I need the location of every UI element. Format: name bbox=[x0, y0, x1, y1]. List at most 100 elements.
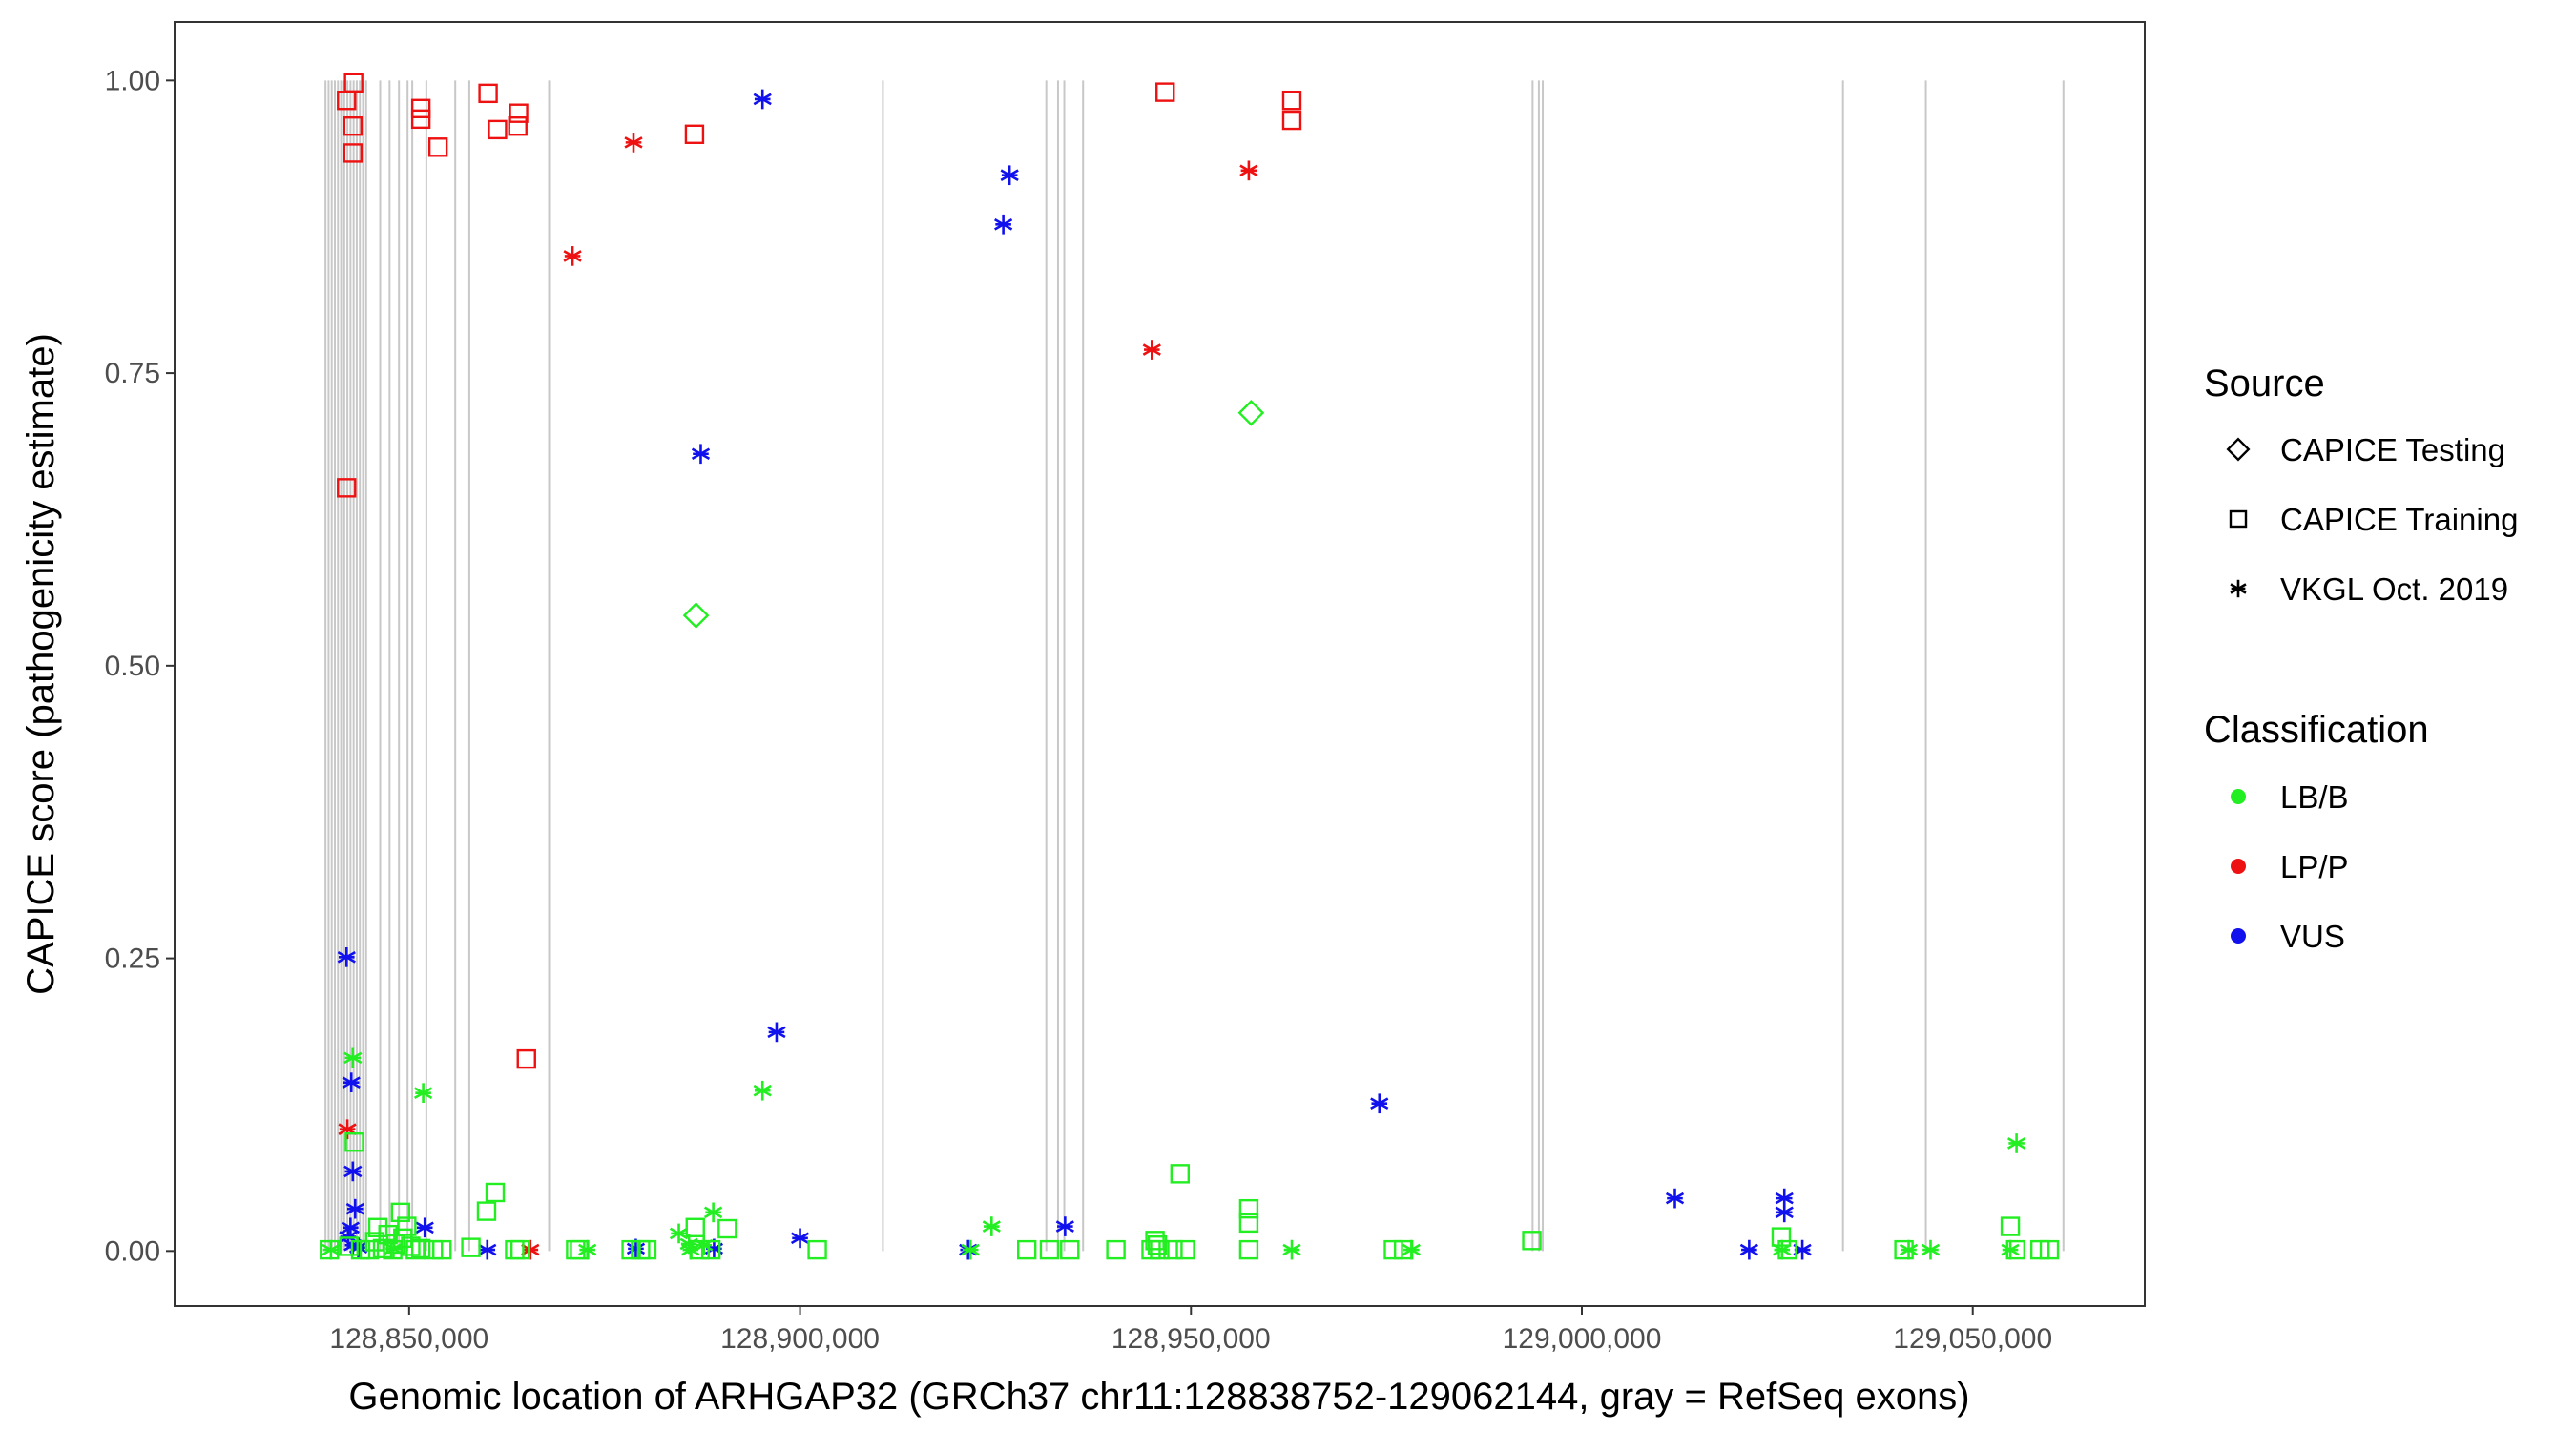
square-marker bbox=[320, 1239, 340, 1260]
square-marker bbox=[1238, 1239, 1259, 1260]
legend-source-label: VKGL Oct. 2019 bbox=[2280, 571, 2508, 607]
data-point bbox=[1106, 1239, 1126, 1260]
data-point bbox=[691, 444, 711, 465]
square-marker bbox=[410, 109, 431, 130]
data-point bbox=[684, 124, 705, 144]
data-point bbox=[1155, 82, 1175, 102]
data-point bbox=[343, 73, 364, 93]
square-marker bbox=[2000, 1216, 2021, 1236]
data-point bbox=[367, 1217, 388, 1237]
data-point bbox=[505, 1239, 525, 1260]
square-marker bbox=[478, 83, 498, 104]
data-point bbox=[669, 1223, 689, 1244]
x-axis-title: Genomic location of ARHGAP32 (GRCh37 chr… bbox=[348, 1376, 1969, 1418]
data-point bbox=[570, 1239, 590, 1260]
square-marker bbox=[1147, 1234, 1168, 1255]
square-marker bbox=[385, 1234, 406, 1255]
square-marker bbox=[1281, 91, 1302, 111]
legend-color-dot bbox=[2231, 859, 2246, 874]
data-point bbox=[516, 1048, 536, 1069]
diamond-marker bbox=[682, 602, 710, 629]
square-marker bbox=[367, 1217, 388, 1237]
square-marker bbox=[570, 1239, 590, 1260]
x-tick-label: 128,950,000 bbox=[1111, 1323, 1271, 1355]
y-tick-label: 1.00 bbox=[105, 65, 160, 96]
square-marker bbox=[372, 1238, 393, 1259]
data-point bbox=[703, 1202, 723, 1223]
data-point bbox=[2006, 1133, 2026, 1153]
exon-lines bbox=[324, 80, 2065, 1252]
data-point bbox=[690, 1239, 710, 1260]
data-point bbox=[717, 1218, 737, 1239]
data-point bbox=[337, 947, 356, 967]
data-point bbox=[521, 1239, 540, 1260]
square-marker bbox=[337, 478, 357, 498]
data-point bbox=[509, 103, 529, 123]
data-point bbox=[401, 1236, 421, 1256]
square-marker bbox=[700, 1239, 721, 1260]
square-marker bbox=[427, 137, 448, 157]
data-point bbox=[320, 1239, 340, 1260]
data-point bbox=[1899, 1239, 1919, 1260]
square-marker bbox=[344, 1132, 364, 1152]
y-tick-label: 0.75 bbox=[105, 358, 160, 389]
diamond-marker bbox=[1237, 399, 1265, 426]
data-point bbox=[1060, 1239, 1080, 1260]
data-point bbox=[1281, 110, 1302, 131]
data-point bbox=[1281, 91, 1302, 111]
legend-classification-label: VUS bbox=[2280, 919, 2345, 954]
square-marker bbox=[690, 1239, 710, 1260]
square-marker bbox=[509, 103, 529, 123]
square-marker bbox=[684, 124, 705, 144]
data-point bbox=[1147, 1234, 1168, 1255]
square-marker bbox=[1238, 1198, 1259, 1219]
square-marker bbox=[1150, 1239, 1170, 1260]
data-point bbox=[432, 1239, 452, 1260]
data-point bbox=[1039, 1239, 1060, 1260]
data-point bbox=[2039, 1239, 2060, 1260]
square-marker bbox=[509, 1239, 530, 1260]
data-points bbox=[320, 73, 2060, 1260]
square-marker bbox=[343, 143, 364, 163]
data-point bbox=[413, 1083, 433, 1104]
data-point bbox=[682, 602, 710, 629]
square-marker bbox=[505, 1239, 525, 1260]
data-point bbox=[1773, 1239, 1792, 1260]
data-point bbox=[488, 119, 508, 140]
square-marker bbox=[1106, 1239, 1126, 1260]
data-point bbox=[385, 1234, 406, 1255]
legend-color-dot bbox=[2231, 928, 2246, 944]
square-marker bbox=[1060, 1239, 1080, 1260]
square-marker bbox=[410, 1238, 431, 1259]
square-marker bbox=[485, 1182, 506, 1203]
data-point bbox=[1000, 165, 1019, 186]
data-point bbox=[1393, 1239, 1414, 1260]
y-tick-label: 0.00 bbox=[105, 1235, 160, 1267]
square-marker bbox=[1281, 110, 1302, 131]
y-axis-title: CAPICE score (pathogenicity estimate) bbox=[20, 333, 62, 995]
data-point bbox=[1282, 1239, 1301, 1260]
square-marker bbox=[1522, 1231, 1542, 1251]
data-point bbox=[343, 143, 364, 163]
data-point bbox=[1665, 1188, 1685, 1209]
x-axis: 128,850,000 128,900,000 128,950,000 129,000… bbox=[329, 1306, 2052, 1355]
square-marker bbox=[717, 1218, 737, 1239]
data-point bbox=[2005, 1239, 2025, 1260]
data-point bbox=[1150, 1239, 1170, 1260]
square-marker bbox=[2039, 1239, 2060, 1260]
data-point bbox=[1383, 1239, 1403, 1260]
square-marker bbox=[1383, 1239, 1403, 1260]
square-marker bbox=[343, 73, 364, 93]
data-point bbox=[390, 1202, 411, 1223]
square-marker bbox=[2005, 1239, 2025, 1260]
legend-source-label: CAPICE Testing bbox=[2280, 432, 2505, 467]
square-marker bbox=[1393, 1239, 1414, 1260]
data-point bbox=[753, 89, 772, 110]
data-point bbox=[343, 1047, 363, 1068]
square-marker bbox=[1170, 1164, 1191, 1184]
data-point bbox=[410, 98, 431, 118]
legend-classification-label: LP/P bbox=[2280, 849, 2349, 884]
diamond-marker bbox=[2226, 437, 2251, 462]
square-marker bbox=[508, 116, 528, 136]
y-tick-label: 0.25 bbox=[105, 944, 160, 975]
